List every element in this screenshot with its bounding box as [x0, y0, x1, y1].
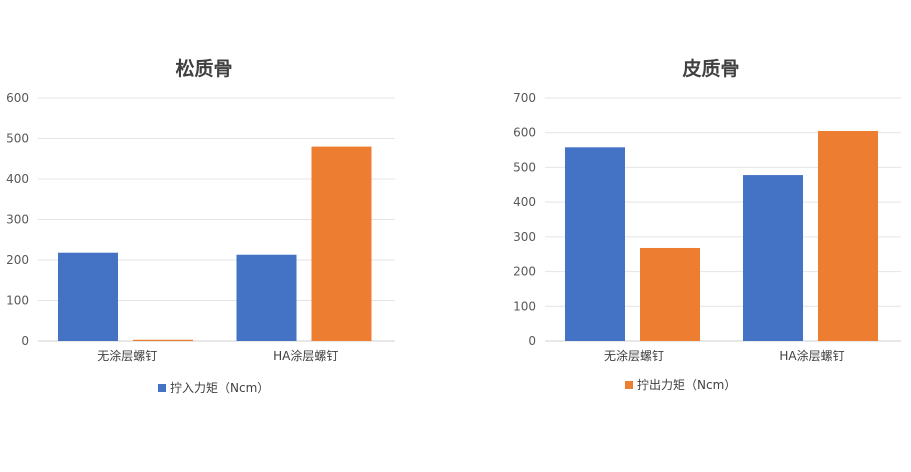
y-axis-ticks: 0 100 200 300 400 500 600 [6, 91, 29, 348]
bars [58, 146, 372, 341]
legend-label: 拧出力矩（Ncm） [637, 378, 736, 392]
legend-label: 拧入力矩（Ncm） [170, 381, 269, 395]
y-tick-label: 600 [513, 126, 536, 140]
y-tick-label: 600 [6, 91, 29, 105]
bar-series-2 [133, 339, 193, 341]
category-label: HA涂层螺钉 [779, 348, 844, 363]
bar-series-2 [640, 247, 700, 341]
bar-series-2 [311, 146, 372, 341]
y-tick-label: 500 [6, 132, 29, 146]
legend-swatch [158, 384, 166, 392]
y-tick-label: 500 [513, 160, 536, 174]
legend: 拧出力矩（Ncm） [625, 378, 736, 392]
chart-title: 皮质骨 [682, 57, 739, 80]
legend: 拧入力矩（Ncm） [158, 381, 269, 395]
y-axis-ticks: 0 100 200 300 400 500 600 700 [513, 91, 536, 348]
bars [565, 130, 878, 341]
y-tick-label: 300 [513, 230, 536, 244]
legend-swatch [625, 381, 633, 389]
bar-series-1 [58, 252, 118, 341]
category-label: 无涂层螺钉 [97, 348, 157, 363]
chart-cancellous-bone: 松质骨 0 100 200 300 400 500 600 无涂层螺钉 HA涂层螺钉 拧入力… [6, 57, 395, 395]
y-tick-label: 0 [21, 334, 29, 348]
category-label: 无涂层螺钉 [604, 348, 664, 363]
bar-series-1 [236, 254, 297, 341]
x-axis-categories: 无涂层螺钉 HA涂层螺钉 [604, 348, 845, 363]
y-tick-label: 100 [6, 294, 29, 308]
y-tick-label: 300 [6, 213, 29, 227]
bar-series-2 [818, 130, 878, 341]
y-tick-label: 100 [513, 299, 536, 313]
y-tick-label: 400 [6, 172, 29, 186]
y-tick-label: 0 [528, 334, 536, 348]
y-tick-label: 700 [513, 91, 536, 105]
bar-series-1 [565, 147, 625, 341]
category-label: HA涂层螺钉 [273, 348, 338, 363]
bar-series-1 [743, 175, 803, 341]
chart-title: 松质骨 [175, 57, 232, 80]
x-axis-categories: 无涂层螺钉 HA涂层螺钉 [97, 348, 338, 363]
y-tick-label: 200 [6, 253, 29, 267]
y-tick-label: 200 [513, 265, 536, 279]
y-tick-label: 400 [513, 195, 536, 209]
